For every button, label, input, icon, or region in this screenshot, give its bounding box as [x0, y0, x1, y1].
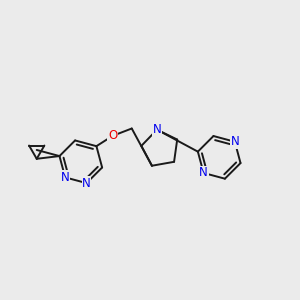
Text: O: O: [108, 129, 117, 142]
Text: N: N: [199, 167, 208, 179]
Text: N: N: [82, 177, 91, 190]
Text: N: N: [153, 123, 161, 136]
Text: N: N: [230, 135, 239, 148]
Text: N: N: [61, 171, 70, 184]
